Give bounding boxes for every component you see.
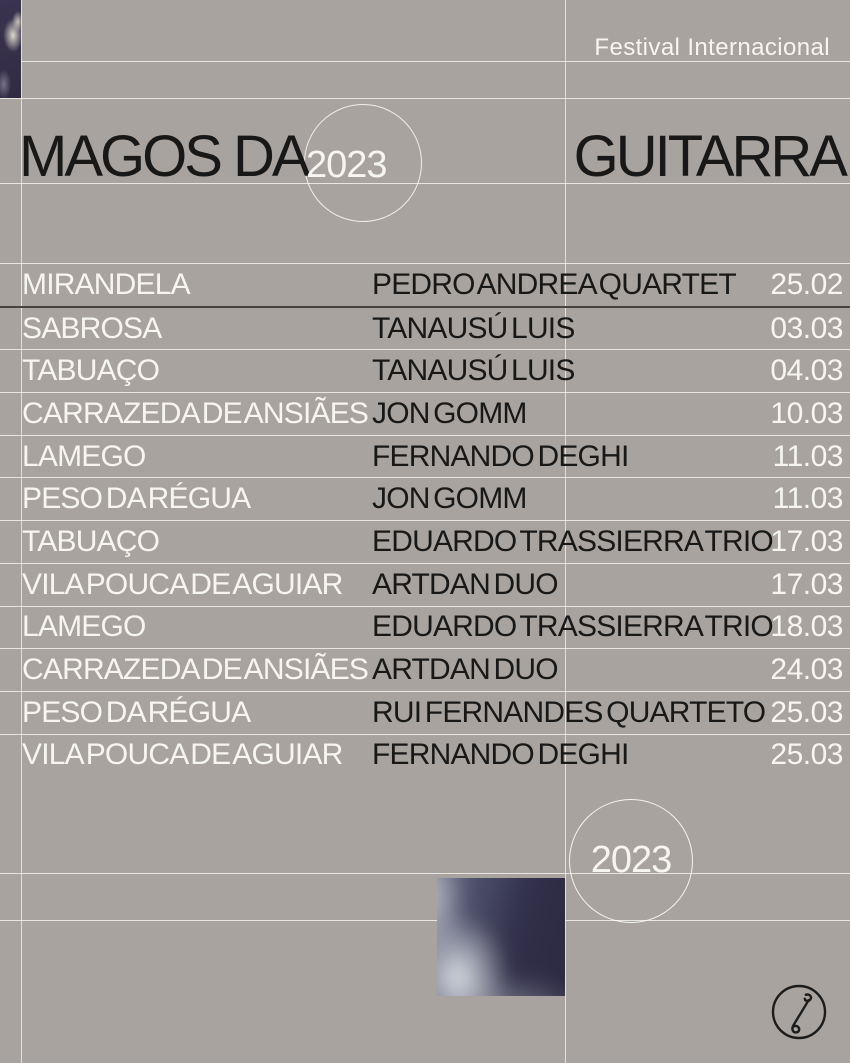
schedule-row: PESO DA RÉGUA JON GOMM 11.03 [0,477,850,520]
schedule-date: 10.03 [770,396,843,430]
grid-line-h [0,920,850,921]
grid-line-h [0,183,850,184]
schedule-place: VILA POUCA DE AGUIAR [22,738,343,772]
schedule-artist: ARTDAN DUO [372,653,559,687]
schedule-row: VILA POUCA DE AGUIAR ARTDAN DUO 17.03 [0,562,850,606]
schedule-date: 18.03 [770,610,843,644]
schedule-date: 11.03 [772,482,844,516]
year-circle-outline-bottom: 2023 [569,799,693,923]
schedule-artist: FERNANDO DEGHI [372,439,629,473]
schedule-date: 24.03 [770,653,843,687]
schedule-row: SABROSA TANAUSÚ LUIS 03.03 [0,305,850,350]
schedule-row: CARRAZEDA DE ANSIÃES JON GOMM 10.03 [0,392,850,435]
schedule-place: TABUAÇO [22,524,160,558]
year-circle-outline-top [304,104,422,222]
schedule-place: CARRAZEDA DE ANSIÃES [22,396,369,430]
schedule-artist: TANAUSÚ LUIS [372,311,575,345]
schedule-artist: FERNANDO DEGHI [372,738,629,772]
schedule-date: 25.03 [770,695,843,729]
schedule-date: 04.03 [770,354,843,388]
schedule-artist: JON GOMM [372,396,527,430]
poster-title-left: MAGOS DA [19,124,311,189]
schedule-artist: JON GOMM [372,482,527,516]
schedule-date: 11.03 [772,439,844,473]
schedule-date: 03.03 [770,311,843,345]
schedule-place: CARRAZEDA DE ANSIÃES [22,653,369,687]
schedule-artist: EDUARDO TRASSIERRA TRIO [372,610,774,644]
blurred-guitar-photo-content [437,878,565,996]
schedule-row: MIRANDELA PEDRO ANDREA QUARTET 25.02 [0,263,850,306]
year-label-top: 2023 [306,144,388,186]
schedule-row: PESO DA RÉGUA RUI FERNANDES QUARTETO 25.… [0,690,850,734]
grid-line-h [0,61,850,62]
poster-title-right: GUITARRA [573,124,848,189]
schedule-artist: RUI FERNANDES QUARTETO [372,695,766,729]
schedule-row: LAMEGO FERNANDO DEGHI 11.03 [0,434,850,478]
schedule-artist: TANAUSÚ LUIS [372,354,575,388]
grid-line-v [565,0,566,1063]
schedule-place: PESO DA RÉGUA [22,695,251,729]
schedule-row: LAMEGO EDUARDO TRASSIERRA TRIO 18.03 [0,605,850,649]
schedule-place: MIRANDELA [22,267,191,301]
blurred-guitar-photo [437,878,565,996]
schedule-place: LAMEGO [22,610,146,644]
schedule-artist: PEDRO ANDREA QUARTET [372,267,737,301]
grid-line-h [0,98,850,99]
schedule-date: 25.02 [770,267,843,301]
schedule: MIRANDELA PEDRO ANDREA QUARTET 25.02 SAB… [0,263,850,776]
year-label-bottom: 2023 [590,839,673,881]
schedule-place: VILA POUCA DE AGUIAR [22,567,343,601]
schedule-row: TABUAÇO EDUARDO TRASSIERRA TRIO 17.03 [0,520,850,563]
festival-subtitle: Festival Internacional [594,34,830,61]
schedule-place: PESO DA RÉGUA [22,482,251,516]
schedule-artist: ARTDAN DUO [372,567,559,601]
schedule-row: VILA POUCA DE AGUIAR FERNANDO DEGHI 25.0… [0,733,850,777]
schedule-date: 17.03 [770,567,843,601]
schedule-date: 17.03 [770,524,843,558]
schedule-place: LAMEGO [22,439,146,473]
schedule-place: SABROSA [22,311,162,345]
schedule-date: 25.03 [770,738,843,772]
script-s-monogram-icon [771,984,827,1040]
schedule-row: TABUAÇO TANAUSÚ LUIS 04.03 [0,349,850,392]
guitar-headstock-photo [0,0,21,98]
grid-line-v [21,0,22,1063]
schedule-row: CARRAZEDA DE ANSIÃES ARTDAN DUO 24.03 [0,648,850,691]
schedule-artist: EDUARDO TRASSIERRA TRIO [372,524,774,558]
grid-line-h [0,873,850,874]
schedule-place: TABUAÇO [22,354,160,388]
